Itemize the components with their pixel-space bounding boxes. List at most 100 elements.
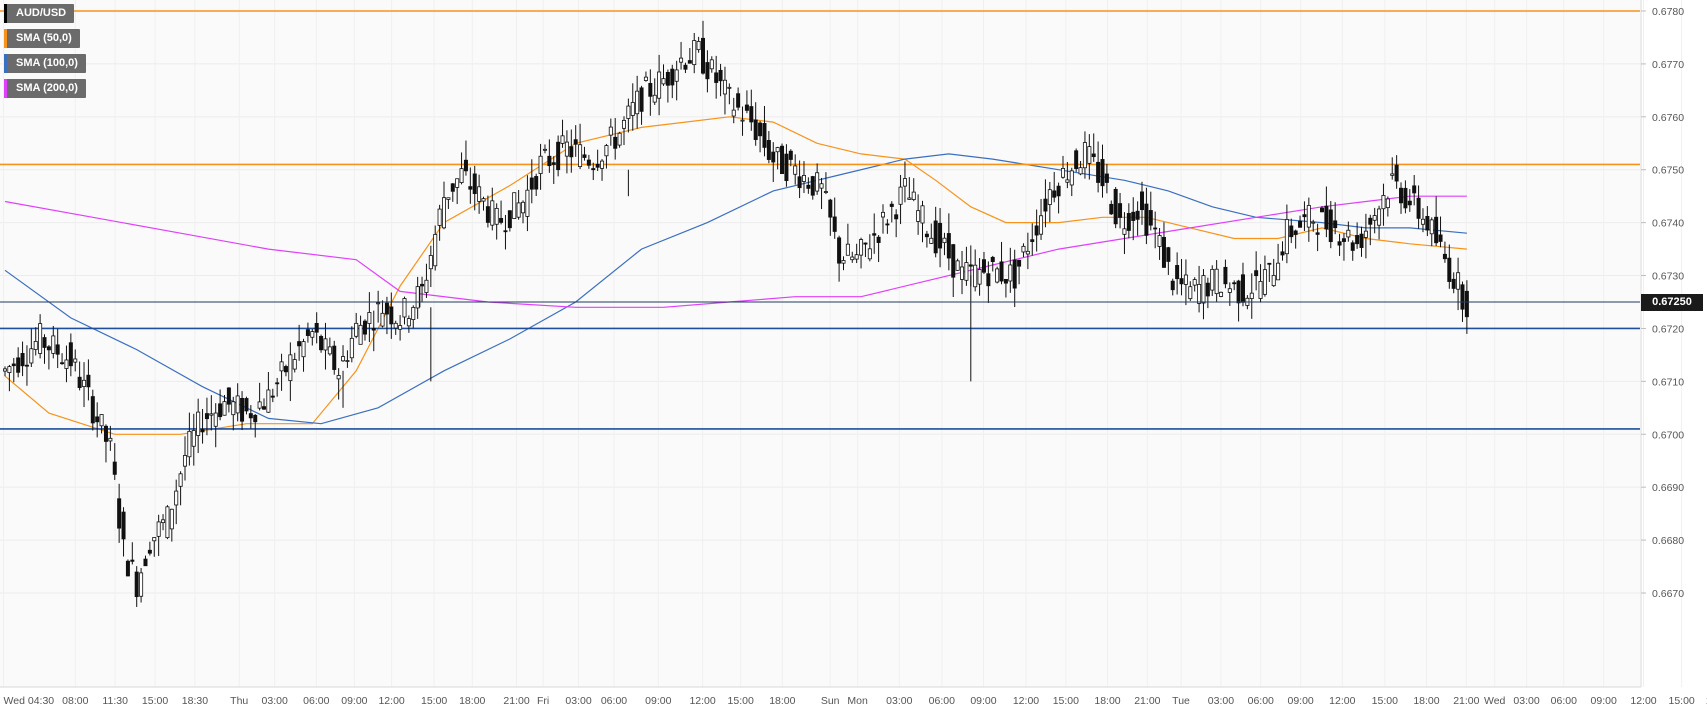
- candle: [1039, 198, 1044, 240]
- candle-body-down: [468, 186, 473, 190]
- candle-body-up: [327, 346, 332, 355]
- candle-body-up: [187, 430, 192, 458]
- candle: [1021, 243, 1026, 258]
- candle: [639, 85, 644, 125]
- candle: [226, 387, 231, 413]
- candle: [1429, 217, 1434, 247]
- candle-body-down: [371, 328, 376, 331]
- candle: [503, 214, 508, 250]
- candle: [1333, 202, 1338, 235]
- candle-body-down: [143, 558, 148, 567]
- candle: [775, 146, 780, 170]
- candle-body-down: [586, 159, 591, 166]
- candle-body-down: [253, 414, 258, 423]
- candle-body-up: [345, 360, 350, 362]
- candle-body-up: [1047, 189, 1052, 205]
- candle-body-down: [986, 273, 991, 287]
- candle: [626, 98, 631, 133]
- candle-body-up: [977, 269, 982, 285]
- candle: [924, 230, 929, 248]
- candle: [529, 159, 534, 204]
- candle: [248, 405, 253, 429]
- candle-body-up: [310, 331, 315, 338]
- candle: [507, 210, 512, 232]
- candle-body-down: [1034, 225, 1039, 236]
- candle: [165, 505, 170, 540]
- candle-body-up: [542, 148, 547, 151]
- candle: [362, 319, 367, 341]
- x-tick-label: 03:00: [1513, 695, 1539, 707]
- legend-sma50[interactable]: SMA (50,0): [4, 29, 80, 48]
- candle: [604, 143, 609, 169]
- candle-body-up: [358, 324, 363, 345]
- x-tick-label: 18:30: [182, 695, 208, 707]
- candle: [907, 177, 912, 200]
- candle: [1082, 131, 1087, 179]
- candle-body-down: [573, 139, 578, 145]
- candle-body-up: [859, 239, 864, 256]
- candle-body-down: [639, 87, 644, 112]
- x-tick-label: 08:00: [62, 695, 88, 707]
- candle: [1131, 197, 1136, 241]
- candle-body-down: [683, 64, 688, 70]
- candle: [564, 130, 569, 174]
- candle: [573, 125, 578, 157]
- candle: [648, 69, 653, 116]
- x-tick-label: 06:00: [1551, 695, 1577, 707]
- candle-body-down: [1205, 282, 1210, 297]
- candle-body-down: [384, 302, 389, 315]
- candle: [1324, 186, 1329, 238]
- candle: [1078, 161, 1083, 176]
- candle: [999, 241, 1004, 285]
- x-tick-label: 09:00: [1288, 695, 1314, 707]
- x-tick-label: 06:00: [1248, 695, 1274, 707]
- candle: [823, 172, 828, 195]
- candle: [1293, 229, 1298, 249]
- candle-body-down: [534, 176, 539, 190]
- x-tick-label: 18:00: [769, 695, 795, 707]
- candle-body-up: [819, 183, 824, 189]
- candle: [1175, 252, 1180, 295]
- candle: [714, 55, 719, 99]
- y-tick-label: 0.6670: [1652, 588, 1684, 600]
- candle-body-down: [595, 163, 600, 168]
- candle: [420, 276, 425, 302]
- candle: [1368, 214, 1373, 246]
- candle-body-down: [1416, 197, 1421, 219]
- candle-body-up: [1122, 228, 1127, 235]
- candle: [231, 396, 236, 431]
- candle-body-up: [1210, 268, 1215, 291]
- candle-body-up: [411, 307, 416, 320]
- candle: [266, 371, 271, 413]
- candle-body-down: [1337, 241, 1342, 246]
- candle: [336, 368, 341, 400]
- candle-body-up: [841, 260, 846, 264]
- candle: [1442, 241, 1447, 263]
- candle-body-down: [1328, 209, 1333, 243]
- candle-body-up: [1219, 291, 1224, 297]
- candle-body-down: [134, 571, 139, 598]
- legend-sma200[interactable]: SMA (200,0): [4, 79, 86, 98]
- legend-symbol[interactable]: AUD/USD: [4, 4, 75, 23]
- candle-body-up: [801, 174, 806, 182]
- candle-body-down: [788, 150, 793, 160]
- candle-body-up: [494, 207, 499, 225]
- candle-body-up: [481, 198, 486, 202]
- candle: [828, 198, 833, 236]
- candle-body-up: [279, 361, 284, 372]
- y-tick-label: 0.6720: [1652, 323, 1684, 335]
- candle-body-down: [863, 242, 868, 245]
- candle: [1346, 221, 1351, 242]
- candle: [586, 154, 591, 169]
- candle: [832, 197, 837, 239]
- candle-body-down: [1091, 153, 1096, 158]
- candle-body-up: [929, 237, 934, 244]
- legend-sma100[interactable]: SMA (100,0): [4, 54, 86, 73]
- candle-body-up: [139, 572, 144, 597]
- candle: [463, 140, 468, 176]
- candle: [1284, 204, 1289, 264]
- candle: [1140, 181, 1145, 225]
- y-tick-label: 0.6690: [1652, 482, 1684, 494]
- x-tick-label: 12:00: [1013, 695, 1039, 707]
